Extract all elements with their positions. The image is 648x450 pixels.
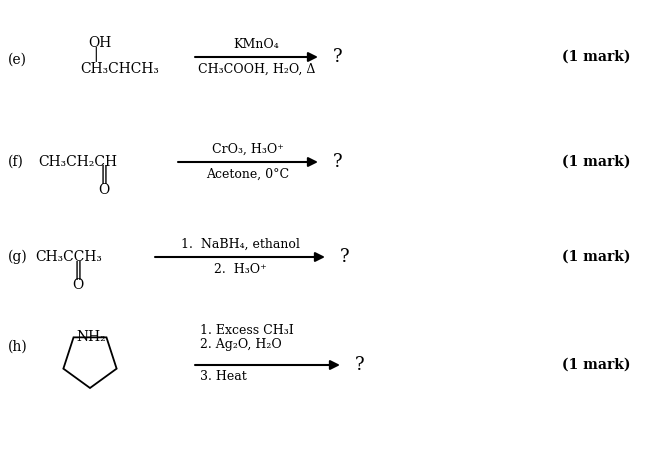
Text: ‖: ‖ [100,166,108,184]
Text: (1 mark): (1 mark) [562,50,630,64]
Text: CH₃COOH, H₂O, Δ: CH₃COOH, H₂O, Δ [198,63,315,76]
Text: KMnO₄: KMnO₄ [234,38,279,51]
Text: CH₃CH₂CH: CH₃CH₂CH [38,155,117,169]
Text: 2. Ag₂O, H₂O: 2. Ag₂O, H₂O [200,338,282,351]
Text: ?: ? [340,248,350,266]
Text: O: O [73,278,84,292]
Text: 1.  NaBH₄, ethanol: 1. NaBH₄, ethanol [181,238,299,251]
Text: (1 mark): (1 mark) [562,358,630,372]
Text: NH₂: NH₂ [76,330,106,344]
Text: (g): (g) [8,250,28,264]
Text: (h): (h) [8,340,28,354]
Text: (1 mark): (1 mark) [562,250,630,264]
Text: ?: ? [333,48,343,66]
Text: 3. Heat: 3. Heat [200,370,247,383]
Text: |: | [93,48,98,63]
Text: CrO₃, H₃O⁺: CrO₃, H₃O⁺ [212,143,284,156]
Text: CH₃CCH₃: CH₃CCH₃ [35,250,102,264]
Text: Acetone, 0°C: Acetone, 0°C [207,168,290,181]
Text: CH₃CHCH₃: CH₃CHCH₃ [80,62,159,76]
Text: ?: ? [333,153,343,171]
Text: ‖: ‖ [73,261,82,279]
Text: (1 mark): (1 mark) [562,155,630,169]
Text: O: O [98,183,110,197]
Text: 1. Excess CH₃I: 1. Excess CH₃I [200,324,294,337]
Text: (e): (e) [8,53,27,67]
Text: ?: ? [355,356,365,374]
Text: OH: OH [88,36,111,50]
Text: 2.  H₃O⁺: 2. H₃O⁺ [214,263,266,276]
Text: (f): (f) [8,155,24,169]
